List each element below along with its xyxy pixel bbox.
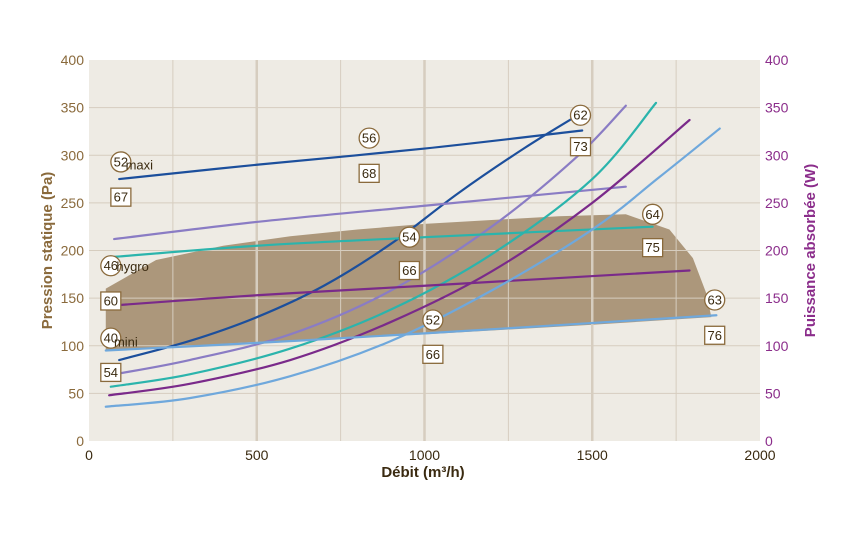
series-line-2 [118,109,587,362]
annotation-box [100,362,122,383]
left-y-tick-label: 100 [61,338,85,354]
x-tick-label: 0 [85,447,93,463]
annotation-label: mini [114,334,138,349]
left-y-tick-label: 200 [61,243,85,259]
annotations: 52maxi675668627346hygro6040mini545466526… [100,104,726,383]
x-tick-label: 2000 [744,447,775,463]
annotation-box [358,163,380,183]
left-y-tick-label: 0 [76,433,84,449]
right-y-tick-label: 100 [765,338,789,354]
annotation-label: 54 [104,365,118,380]
left-y-axis: 0 50 100 150 200 250 300 350 400 [61,52,85,449]
right-y-tick-label: 200 [765,243,789,259]
series-line-3 [113,185,627,241]
left-y-tick-label: 150 [61,290,85,306]
annotation-circle [641,203,664,225]
series-line-1 [118,129,584,181]
annotation-box [569,137,592,157]
series-line-7 [108,269,691,307]
right-y-tick-label: 400 [765,52,789,68]
annotation-box [398,260,421,281]
annotation-label: 76 [707,328,721,343]
x-axis-title: Débit (m³/h) [381,464,464,481]
annotation-label: 75 [645,240,659,255]
right-y-tick-label: 50 [765,385,781,401]
annotation-label: 67 [114,190,128,205]
annotation-box [110,187,132,207]
left-y-tick-label: 50 [68,385,84,401]
annotation-label: 63 [707,293,721,308]
annotation-circle [100,327,122,349]
annotation-circle [358,127,380,149]
annotation-label: 40 [104,331,118,346]
annotation-label: 52 [426,313,440,328]
series-line-5 [109,225,654,259]
series-line-4 [113,104,627,376]
annotation-label: 60 [104,293,118,308]
series-line-8 [108,118,691,397]
right-y-tick-label: 250 [765,195,789,211]
annotation-label: 54 [402,230,416,245]
annotation-circle [398,226,421,248]
annotation-label: 64 [645,207,659,222]
annotation-circle [100,255,122,277]
series-line-9 [104,314,718,352]
annotation-label: 66 [426,347,440,362]
annotation-label: 56 [362,131,376,146]
annotation-label: 62 [573,108,587,123]
left-y-tick-label: 400 [61,52,85,68]
annotation-circle [704,289,726,311]
annotation-label: hygro [116,259,149,274]
x-tick-label: 1000 [409,447,440,463]
annotation-box [422,344,444,364]
annotation-circle [422,309,444,331]
right-y-axis-title: Puissance absorbée (W) [802,164,819,337]
right-y-tick-label: 350 [765,100,789,116]
curves [104,101,721,408]
annotation-box [641,237,664,258]
left-y-tick-label: 250 [61,195,85,211]
annotation-label: 46 [104,258,118,273]
right-y-axis: 0 50 100 150 200 250 300 350 400 [765,52,789,449]
annotation-label: 73 [573,139,587,154]
annotation-circle [569,104,592,126]
annotation-label: 66 [402,263,416,278]
annotation-circle [110,151,132,173]
annotation-box [100,291,122,311]
left-y-axis-title: Pression statique (Pa) [39,172,56,330]
right-y-tick-label: 300 [765,147,789,163]
x-axis: 0 500 1000 1500 2000 [85,447,776,463]
right-y-tick-label: 150 [765,290,789,306]
x-tick-label: 1500 [577,447,608,463]
right-y-tick-label: 0 [765,433,773,449]
annotation-label: 52 [114,154,128,169]
left-y-tick-label: 350 [61,100,85,116]
left-y-tick-label: 300 [61,147,85,163]
annotation-box [704,325,726,345]
annotation-label: 68 [362,166,376,181]
annotation-label: maxi [126,157,154,172]
series-line-6 [109,101,658,388]
x-tick-label: 500 [245,447,269,463]
